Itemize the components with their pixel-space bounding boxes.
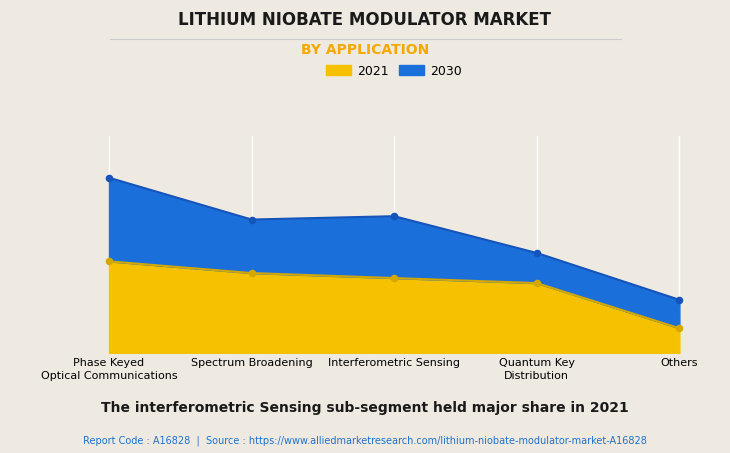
Point xyxy=(531,280,542,287)
Text: BY APPLICATION: BY APPLICATION xyxy=(301,43,429,57)
Point xyxy=(246,216,258,223)
Point xyxy=(388,212,400,220)
Point xyxy=(103,174,115,181)
Point xyxy=(674,325,685,332)
Point xyxy=(103,258,115,265)
Point xyxy=(246,270,258,277)
Point xyxy=(531,249,542,256)
Text: The interferometric Sensing sub-segment held major share in 2021: The interferometric Sensing sub-segment … xyxy=(101,401,629,415)
Text: LITHIUM NIOBATE MODULATOR MARKET: LITHIUM NIOBATE MODULATOR MARKET xyxy=(179,11,551,29)
Text: Report Code : A16828  |  Source : https://www.alliedmarketresearch.com/lithium-n: Report Code : A16828 | Source : https://… xyxy=(83,436,647,446)
Point xyxy=(674,296,685,304)
Point xyxy=(388,275,400,282)
Legend: 2021, 2030: 2021, 2030 xyxy=(321,59,467,82)
